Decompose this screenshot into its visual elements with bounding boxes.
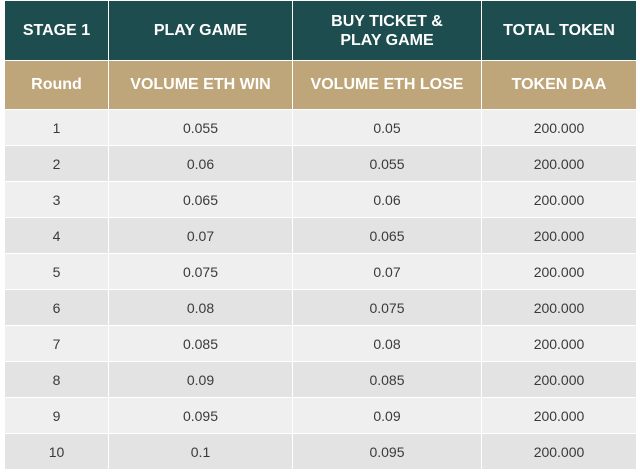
cell-token-daa: 200.000 bbox=[481, 397, 637, 434]
cell-eth-win: 0.09 bbox=[108, 361, 293, 398]
cell-eth-lose: 0.05 bbox=[292, 109, 482, 146]
cell-eth-win: 0.08 bbox=[108, 289, 293, 326]
cell-eth-lose: 0.09 bbox=[292, 397, 482, 434]
cell-token-daa: 200.000 bbox=[481, 253, 637, 290]
header-round: Round bbox=[4, 60, 109, 110]
cell-eth-win: 0.07 bbox=[108, 217, 293, 254]
cell-eth-lose: 0.055 bbox=[292, 145, 482, 182]
header-row-sub: Round VOLUME ETH WIN VOLUME ETH LOSE TOK… bbox=[4, 60, 637, 110]
cell-token-daa: 200.000 bbox=[481, 217, 637, 254]
table-row: 8 0.09 0.085 200.000 bbox=[4, 361, 637, 398]
header-volume-eth-win: VOLUME ETH WIN bbox=[108, 60, 293, 110]
cell-round: 10 bbox=[4, 433, 109, 470]
cell-eth-lose: 0.065 bbox=[292, 217, 482, 254]
cell-round: 5 bbox=[4, 253, 109, 290]
cell-token-daa: 200.000 bbox=[481, 109, 637, 146]
cell-round: 3 bbox=[4, 181, 109, 218]
table-row: 3 0.065 0.06 200.000 bbox=[4, 181, 637, 218]
cell-eth-win: 0.065 bbox=[108, 181, 293, 218]
cell-eth-win: 0.1 bbox=[108, 433, 293, 470]
table-row: 10 0.1 0.095 200.000 bbox=[4, 433, 637, 470]
header-volume-eth-lose: VOLUME ETH LOSE bbox=[292, 60, 482, 110]
cell-eth-lose: 0.075 bbox=[292, 289, 482, 326]
cell-token-daa: 200.000 bbox=[481, 433, 637, 470]
header-row-top: STAGE 1 PLAY GAME BUY TICKET & PLAY GAME… bbox=[4, 0, 637, 61]
table-row: 1 0.055 0.05 200.000 bbox=[4, 109, 637, 146]
cell-round: 6 bbox=[4, 289, 109, 326]
cell-eth-lose: 0.08 bbox=[292, 325, 482, 362]
cell-round: 1 bbox=[4, 109, 109, 146]
cell-eth-win: 0.06 bbox=[108, 145, 293, 182]
header-play-game: PLAY GAME bbox=[108, 0, 293, 61]
table-row: 7 0.085 0.08 200.000 bbox=[4, 325, 637, 362]
table-row: 5 0.075 0.07 200.000 bbox=[4, 253, 637, 290]
cell-eth-lose: 0.095 bbox=[292, 433, 482, 470]
cell-round: 9 bbox=[4, 397, 109, 434]
cell-eth-lose: 0.085 bbox=[292, 361, 482, 398]
header-total-token: TOTAL TOKEN bbox=[481, 0, 637, 61]
cell-token-daa: 200.000 bbox=[481, 181, 637, 218]
table-row: 9 0.095 0.09 200.000 bbox=[4, 397, 637, 434]
cell-token-daa: 200.000 bbox=[481, 289, 637, 326]
cell-token-daa: 200.000 bbox=[481, 361, 637, 398]
cell-eth-win: 0.075 bbox=[108, 253, 293, 290]
cell-eth-lose: 0.07 bbox=[292, 253, 482, 290]
table-row: 6 0.08 0.075 200.000 bbox=[4, 289, 637, 326]
cell-token-daa: 200.000 bbox=[481, 325, 637, 362]
cell-round: 8 bbox=[4, 361, 109, 398]
cell-round: 7 bbox=[4, 325, 109, 362]
cell-round: 4 bbox=[4, 217, 109, 254]
stage1-token-table: STAGE 1 PLAY GAME BUY TICKET & PLAY GAME… bbox=[4, 0, 637, 470]
cell-round: 2 bbox=[4, 145, 109, 182]
header-token-daa: TOKEN DAA bbox=[481, 60, 637, 110]
cell-eth-win: 0.055 bbox=[108, 109, 293, 146]
cell-eth-lose: 0.06 bbox=[292, 181, 482, 218]
cell-eth-win: 0.085 bbox=[108, 325, 293, 362]
header-stage: STAGE 1 bbox=[4, 0, 109, 61]
table-row: 2 0.06 0.055 200.000 bbox=[4, 145, 637, 182]
cell-token-daa: 200.000 bbox=[481, 145, 637, 182]
table-row: 4 0.07 0.065 200.000 bbox=[4, 217, 637, 254]
cell-eth-win: 0.095 bbox=[108, 397, 293, 434]
header-buy-ticket-play-game: BUY TICKET & PLAY GAME bbox=[292, 0, 482, 61]
